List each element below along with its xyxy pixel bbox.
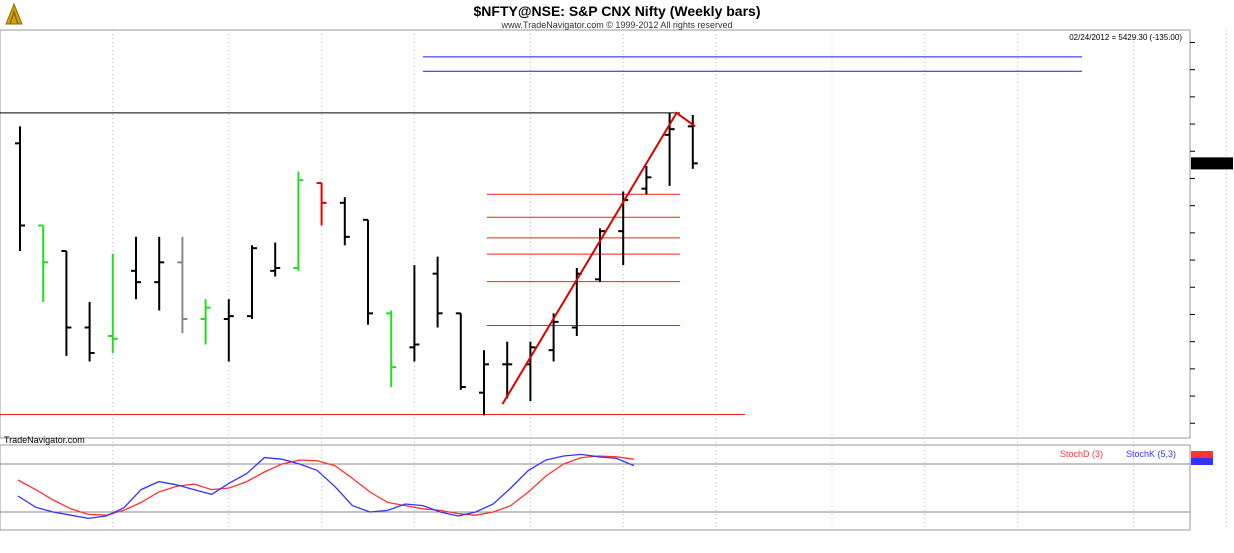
- stoch-k-legend: StochK (5,3): [1126, 449, 1176, 459]
- ohlc-bar: [339, 197, 350, 246]
- ohlc-bar: [38, 224, 49, 302]
- stoch-d-legend: StochD (3): [1060, 449, 1103, 459]
- ohlc-bar: [293, 171, 304, 271]
- ohlc-bar: [641, 166, 652, 195]
- ohlc-bar: [200, 299, 211, 345]
- ohlc-bar: [455, 312, 466, 390]
- ohlc-bar: [154, 236, 165, 311]
- stoch-k-value-box: [1191, 458, 1213, 465]
- trident-logo: [5, 2, 23, 25]
- ohlc-bar: [131, 236, 141, 300]
- stoch-k-line: [17, 453, 635, 520]
- stochastic-pane: [0, 444, 1191, 531]
- ohlc-bar: [432, 256, 443, 328]
- watermark-text: TradeNavigator.com: [4, 435, 85, 445]
- ohlc-bar: [270, 242, 281, 277]
- trendline: [501, 111, 696, 405]
- ohlc-bar: [223, 299, 234, 362]
- last-price-info: 02/24/2012 = 5429.30 (-135.00): [1069, 33, 1182, 42]
- ohlc-bar: [15, 126, 25, 251]
- ohlc-bar: [595, 228, 605, 283]
- copyright-text: www.TradeNavigator.com © 1999-2012 All r…: [501, 20, 733, 30]
- ohlc-bar: [177, 236, 188, 334]
- ohlc-bar: [548, 313, 559, 362]
- ohlc-bar: [479, 350, 489, 416]
- stoch-d-line: [17, 455, 635, 516]
- last-price-box: [1191, 157, 1233, 170]
- ohlc-bar: [61, 250, 72, 356]
- ohlc-bar: [363, 218, 373, 325]
- ohlc-bar: [502, 341, 513, 399]
- ohlc-bar: [316, 182, 327, 226]
- ohlc-bar: [107, 253, 118, 353]
- price-pane: [0, 29, 1191, 439]
- stoch-d-value-box: [1191, 451, 1213, 458]
- ohlc-bar: [409, 265, 420, 362]
- ohlc-bar: [84, 302, 95, 362]
- chart-title: $NFTY@NSE: S&P CNX Nifty (Weekly bars): [474, 3, 761, 19]
- ohlc-bar: [386, 310, 397, 387]
- ohlc-bar: [247, 245, 257, 319]
